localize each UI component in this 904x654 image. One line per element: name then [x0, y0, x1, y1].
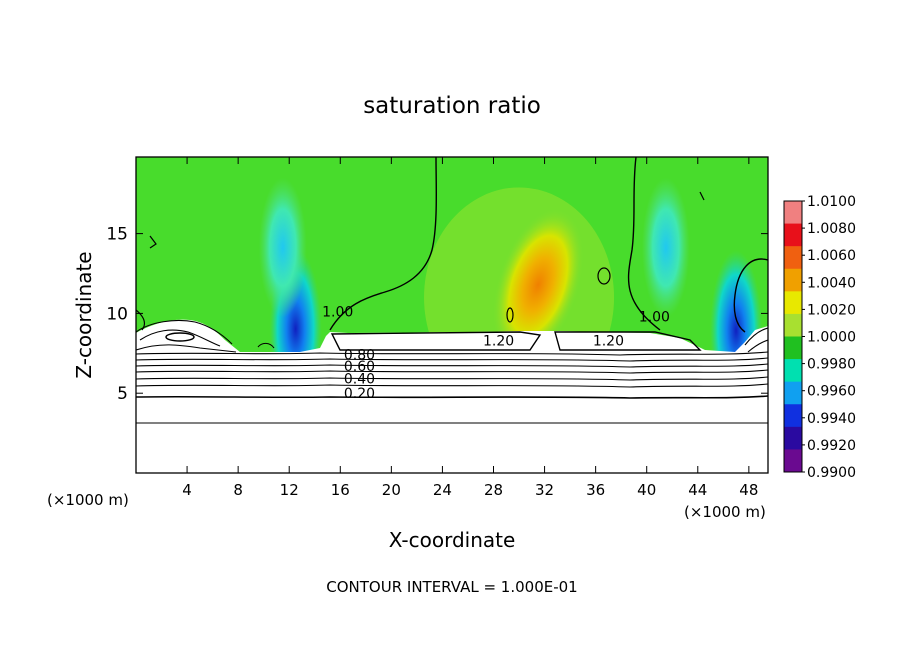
colorbar-swatch — [784, 449, 802, 473]
field-extremum-min — [641, 177, 690, 318]
x-unit-right: (×1000 m) — [684, 503, 766, 521]
field-heatmap: 1.00 1.00 1.20 1.20 0.800.600.400.20 — [136, 157, 768, 473]
y-tick-label: 5 — [117, 384, 128, 404]
colorbar-level-label: 1.0020 — [807, 302, 856, 318]
colorbar-swatch — [784, 268, 802, 292]
y-axis: 5 10 15 — [106, 225, 768, 404]
colorbar-level-label: 0.9900 — [807, 465, 856, 481]
colorbar-swatch — [784, 381, 802, 405]
contour-interval-footer: CONTOUR INTERVAL = 1.000E-01 — [326, 578, 577, 596]
contour-label: 0.60 — [344, 359, 375, 375]
x-tick-label: 8 — [233, 481, 243, 499]
colorbar-level-label: 0.9980 — [807, 357, 856, 373]
contour-label: 1.00 — [639, 309, 670, 325]
field-extremum-max — [493, 209, 584, 360]
x-tick-label: 12 — [280, 481, 299, 499]
contour-label: 1.20 — [593, 333, 624, 349]
colorbar-swatch — [784, 336, 802, 360]
colorbar-level-label: 0.9920 — [807, 438, 856, 454]
colorbar-level-label: 1.0080 — [807, 221, 856, 237]
x-tick-label: 36 — [586, 481, 605, 499]
colorbar-level-label: 1.0100 — [807, 194, 856, 210]
x-tick-label: 24 — [433, 481, 452, 499]
x-tick-label: 4 — [182, 481, 192, 499]
colorbar-level-label: 0.9940 — [807, 411, 856, 427]
contour-label: 0.80 — [344, 348, 375, 364]
colorbar-swatch — [784, 359, 802, 383]
x-tick-label: 16 — [331, 481, 350, 499]
contour-label: 0.40 — [344, 372, 375, 388]
x-tick-label: 40 — [637, 481, 656, 499]
x-unit-left: (×1000 m) — [47, 491, 129, 509]
x-tick-label: 28 — [484, 481, 503, 499]
colorbar: 1.0100 1.0080 1.0060 1.0040 1.0020 1.0000 0.99… — [783, 194, 856, 481]
colorbar-swatch — [784, 291, 802, 315]
colorbar-level-label: 1.0000 — [807, 330, 856, 346]
colorbar-level-label: 1.0060 — [807, 248, 856, 264]
colorbar-swatch — [784, 246, 802, 270]
x-tick-label: 32 — [535, 481, 554, 499]
contour-label: 1.00 — [322, 305, 353, 321]
colorbar-swatch — [784, 404, 802, 428]
unsaturated-region — [136, 319, 768, 473]
field-extremum-min — [258, 177, 307, 318]
colorbar-swatch — [784, 426, 802, 450]
plot-frame — [135, 156, 769, 474]
x-tick-label: 48 — [739, 481, 758, 499]
x-axis: 4 8 12 16 20 24 28 32 36 40 44 48 — [182, 157, 758, 499]
contour-lines — [136, 157, 768, 424]
colorbar-level-label: 0.9960 — [807, 384, 856, 400]
low-level-white-region — [136, 319, 768, 473]
y-tick-label: 15 — [106, 225, 128, 245]
colorbar-level-label: 1.0040 — [807, 275, 856, 291]
colorbar-swatch — [784, 201, 802, 225]
chart-title: saturation ratio — [363, 93, 541, 119]
x-axis-label: X-coordinate — [389, 528, 516, 552]
y-tick-label: 10 — [106, 304, 128, 324]
colorbar-swatch — [784, 223, 802, 247]
x-tick-label: 20 — [382, 481, 401, 499]
x-tick-label: 44 — [688, 481, 707, 499]
contour-label: 1.20 — [483, 333, 514, 349]
y-axis-label: Z-coordinate — [72, 251, 96, 378]
colorbar-swatch — [784, 313, 802, 337]
contour-label: 0.20 — [344, 386, 375, 402]
